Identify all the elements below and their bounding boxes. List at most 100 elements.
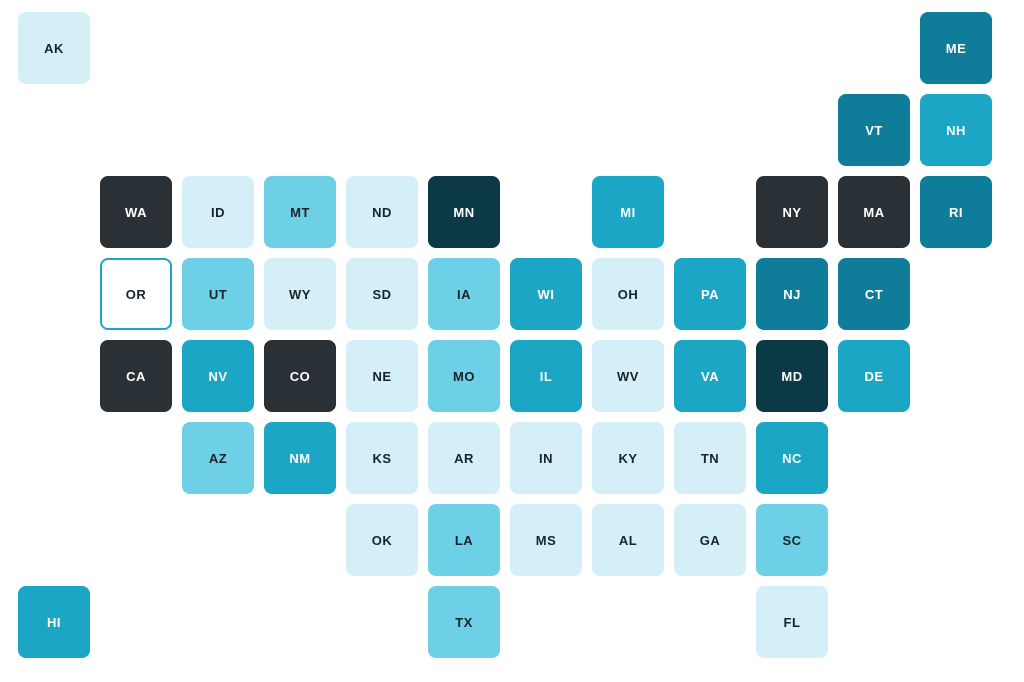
state-abbr-label: TX	[455, 615, 473, 630]
state-abbr-label: WV	[617, 369, 639, 384]
state-abbr-label: VA	[701, 369, 719, 384]
state-abbr-label: MA	[863, 205, 884, 220]
state-abbr-label: PA	[701, 287, 719, 302]
state-tile-mn[interactable]: MN	[428, 176, 500, 248]
state-tile-nm[interactable]: NM	[264, 422, 336, 494]
state-tile-wv[interactable]: WV	[592, 340, 664, 412]
state-abbr-label: MI	[620, 205, 635, 220]
state-tile-co[interactable]: CO	[264, 340, 336, 412]
state-abbr-label: FL	[784, 615, 801, 630]
state-abbr-label: AR	[454, 451, 474, 466]
state-abbr-label: NY	[782, 205, 801, 220]
state-tile-ut[interactable]: UT	[182, 258, 254, 330]
state-tile-ky[interactable]: KY	[592, 422, 664, 494]
state-tile-ga[interactable]: GA	[674, 504, 746, 576]
state-abbr-label: NE	[372, 369, 391, 384]
state-abbr-label: IA	[457, 287, 471, 302]
state-abbr-label: MO	[453, 369, 475, 384]
state-abbr-label: GA	[700, 533, 721, 548]
state-tile-sd[interactable]: SD	[346, 258, 418, 330]
state-abbr-label: ND	[372, 205, 392, 220]
state-abbr-label: OK	[372, 533, 393, 548]
state-abbr-label: KS	[372, 451, 391, 466]
state-tile-va[interactable]: VA	[674, 340, 746, 412]
state-tile-la[interactable]: LA	[428, 504, 500, 576]
state-tile-fl[interactable]: FL	[756, 586, 828, 658]
state-tile-md[interactable]: MD	[756, 340, 828, 412]
state-abbr-label: MD	[781, 369, 802, 384]
state-abbr-label: NV	[208, 369, 227, 384]
state-tile-ca[interactable]: CA	[100, 340, 172, 412]
state-abbr-label: ME	[946, 41, 967, 56]
state-tile-ak[interactable]: AK	[18, 12, 90, 84]
state-abbr-label: LA	[455, 533, 473, 548]
state-abbr-label: RI	[949, 205, 963, 220]
state-abbr-label: MS	[536, 533, 557, 548]
state-abbr-label: NH	[946, 123, 966, 138]
state-tile-az[interactable]: AZ	[182, 422, 254, 494]
state-abbr-label: OR	[126, 287, 147, 302]
state-abbr-label: IN	[539, 451, 553, 466]
state-tile-il[interactable]: IL	[510, 340, 582, 412]
state-abbr-label: NC	[782, 451, 802, 466]
state-tile-wi[interactable]: WI	[510, 258, 582, 330]
state-abbr-label: ID	[211, 205, 225, 220]
state-tile-ny[interactable]: NY	[756, 176, 828, 248]
state-tile-sc[interactable]: SC	[756, 504, 828, 576]
state-tile-mt[interactable]: MT	[264, 176, 336, 248]
state-tile-or[interactable]: OR	[100, 258, 172, 330]
state-tile-ri[interactable]: RI	[920, 176, 992, 248]
state-tile-id[interactable]: ID	[182, 176, 254, 248]
state-tile-ia[interactable]: IA	[428, 258, 500, 330]
state-tile-me[interactable]: ME	[920, 12, 992, 84]
state-tile-mo[interactable]: MO	[428, 340, 500, 412]
state-abbr-label: KY	[618, 451, 637, 466]
state-abbr-label: VT	[865, 123, 883, 138]
state-tile-de[interactable]: DE	[838, 340, 910, 412]
state-abbr-label: DE	[864, 369, 883, 384]
state-abbr-label: CO	[290, 369, 311, 384]
state-abbr-label: MN	[453, 205, 474, 220]
state-tile-pa[interactable]: PA	[674, 258, 746, 330]
state-abbr-label: CT	[865, 287, 883, 302]
state-abbr-label: SC	[782, 533, 801, 548]
state-tile-in[interactable]: IN	[510, 422, 582, 494]
state-tile-tx[interactable]: TX	[428, 586, 500, 658]
state-abbr-label: NM	[289, 451, 310, 466]
state-tile-vt[interactable]: VT	[838, 94, 910, 166]
state-abbr-label: SD	[372, 287, 391, 302]
state-tile-ne[interactable]: NE	[346, 340, 418, 412]
state-abbr-label: AK	[44, 41, 64, 56]
state-tile-hi[interactable]: HI	[18, 586, 90, 658]
state-abbr-label: TN	[701, 451, 719, 466]
state-tile-al[interactable]: AL	[592, 504, 664, 576]
state-tile-wa[interactable]: WA	[100, 176, 172, 248]
state-tile-ma[interactable]: MA	[838, 176, 910, 248]
state-abbr-label: OH	[618, 287, 639, 302]
state-tile-ct[interactable]: CT	[838, 258, 910, 330]
state-abbr-label: NJ	[783, 287, 801, 302]
state-tile-nh[interactable]: NH	[920, 94, 992, 166]
state-abbr-label: WY	[289, 287, 311, 302]
state-tile-ks[interactable]: KS	[346, 422, 418, 494]
state-tile-ar[interactable]: AR	[428, 422, 500, 494]
state-tile-nj[interactable]: NJ	[756, 258, 828, 330]
state-tile-nc[interactable]: NC	[756, 422, 828, 494]
state-tile-wy[interactable]: WY	[264, 258, 336, 330]
state-tile-nd[interactable]: ND	[346, 176, 418, 248]
us-tile-map: AK ME VT NH WA ID MT ND MN MI NY MA RI OR UT WY SD IA WI OH…	[0, 0, 1024, 682]
state-abbr-label: WI	[538, 287, 555, 302]
state-tile-oh[interactable]: OH	[592, 258, 664, 330]
state-tile-nv[interactable]: NV	[182, 340, 254, 412]
state-tile-tn[interactable]: TN	[674, 422, 746, 494]
state-abbr-label: CA	[126, 369, 146, 384]
state-tile-ms[interactable]: MS	[510, 504, 582, 576]
state-abbr-label: UT	[209, 287, 227, 302]
state-abbr-label: MT	[290, 205, 310, 220]
state-abbr-label: AZ	[209, 451, 227, 466]
state-tile-mi[interactable]: MI	[592, 176, 664, 248]
state-tile-ok[interactable]: OK	[346, 504, 418, 576]
state-abbr-label: HI	[47, 615, 61, 630]
state-abbr-label: IL	[540, 369, 553, 384]
state-abbr-label: WA	[125, 205, 147, 220]
